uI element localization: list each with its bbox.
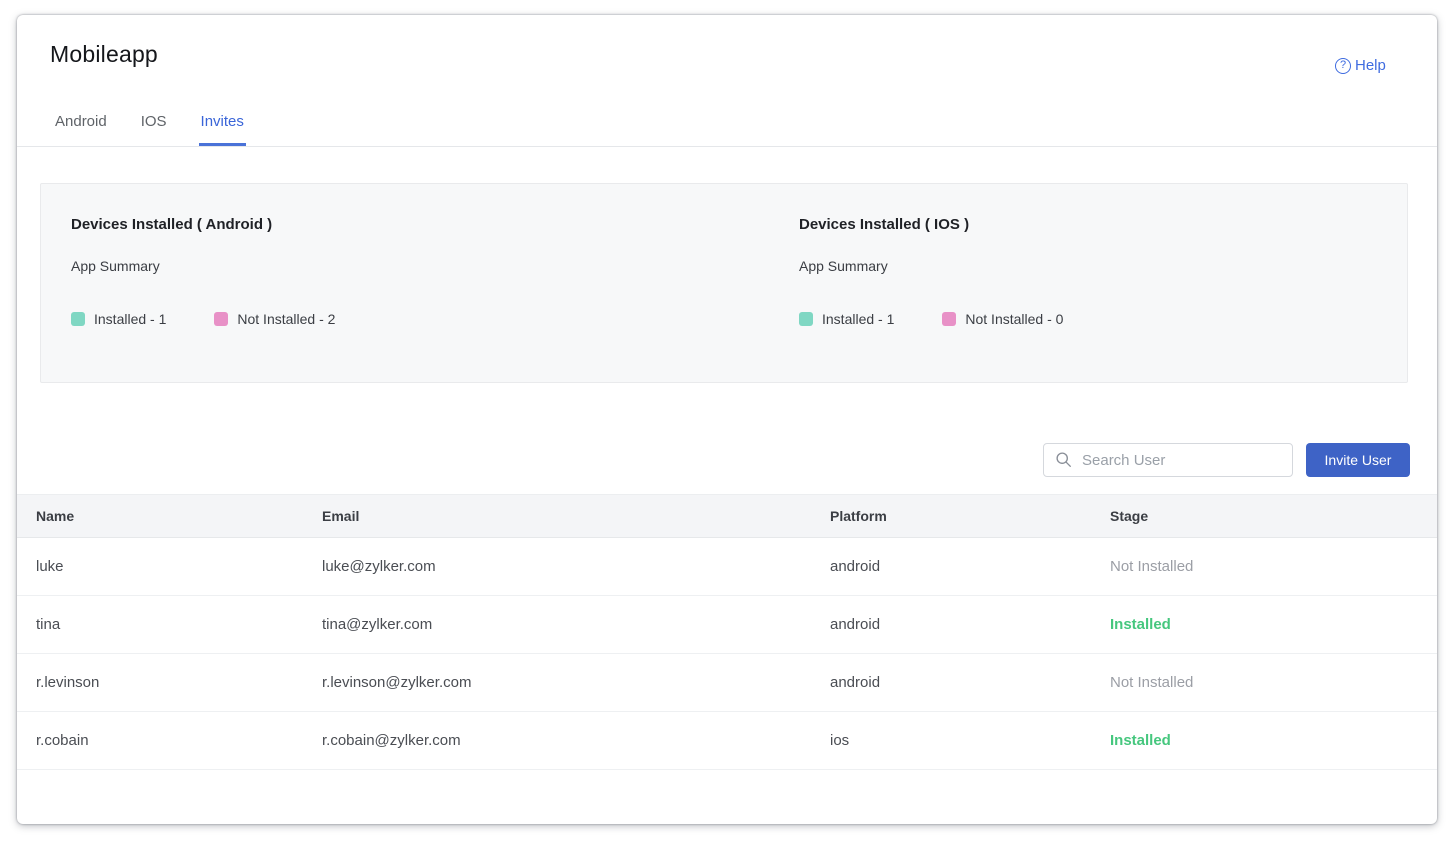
search-user-input[interactable]: [1043, 443, 1293, 477]
cell-email: r.levinson@zylker.com: [322, 674, 472, 691]
legend-item-not-installed: Not Installed - 2: [214, 311, 335, 327]
not-installed-swatch-icon: [942, 312, 957, 326]
legend-ios: Installed - 1 Not Installed - 0: [799, 311, 1063, 327]
cell-email: tina@zylker.com: [322, 616, 433, 633]
legend-item-not-installed: Not Installed - 0: [942, 311, 1063, 327]
app-summary-label: App Summary: [799, 258, 888, 274]
legend-label: Not Installed - 0: [965, 311, 1064, 327]
table-row[interactable]: tina tina@zylker.com android Installed: [17, 596, 1437, 654]
cell-stage: Not Installed: [1110, 558, 1194, 575]
legend-item-installed: Installed - 1: [71, 311, 166, 327]
help-label: Help: [1355, 57, 1386, 74]
cell-stage: Installed: [1110, 616, 1171, 633]
invites-table: Name Email Platform Stage luke luke@zylk…: [17, 494, 1437, 770]
cell-email: luke@zylker.com: [322, 558, 436, 575]
cell-platform: ios: [830, 732, 850, 749]
installed-swatch-icon: [799, 312, 813, 326]
tab-ios[interactable]: IOS: [140, 113, 167, 130]
app-summary-label: App Summary: [71, 258, 160, 274]
legend-item-installed: Installed - 1: [799, 311, 894, 327]
not-installed-swatch-icon: [214, 312, 229, 326]
search-user-box: [1043, 443, 1293, 477]
summary-title-ios: Devices Installed ( IOS ): [799, 216, 970, 233]
column-header-platform: Platform: [830, 508, 887, 524]
cell-platform: android: [830, 616, 881, 633]
installed-swatch-icon: [71, 312, 85, 326]
invite-user-button[interactable]: Invite User: [1306, 443, 1410, 477]
tab-bar: Android IOS Invites: [17, 111, 1437, 147]
column-header-name: Name: [36, 508, 75, 524]
cell-email: r.cobain@zylker.com: [322, 732, 461, 749]
tab-android[interactable]: Android: [55, 113, 107, 130]
cell-stage: Installed: [1110, 732, 1171, 749]
legend-android: Installed - 1 Not Installed - 2: [71, 311, 335, 327]
legend-label: Installed - 1: [94, 311, 167, 327]
help-link[interactable]: ? Help: [1335, 57, 1386, 74]
cell-name: luke: [36, 558, 64, 575]
legend-label: Not Installed - 2: [237, 311, 336, 327]
cell-stage: Not Installed: [1110, 674, 1194, 691]
table-row[interactable]: luke luke@zylker.com android Not Install…: [17, 538, 1437, 596]
cell-platform: android: [830, 558, 881, 575]
cell-name: r.cobain: [36, 732, 89, 749]
cell-name: tina: [36, 616, 61, 633]
help-question-icon: ?: [1335, 57, 1351, 74]
table-row[interactable]: r.cobain r.cobain@zylker.com ios Install…: [17, 712, 1437, 770]
column-header-stage: Stage: [1110, 508, 1149, 524]
legend-label: Installed - 1: [822, 311, 895, 327]
cell-platform: android: [830, 674, 881, 691]
table-row[interactable]: r.levinson r.levinson@zylker.com android…: [17, 654, 1437, 712]
column-header-email: Email: [322, 508, 360, 524]
summary-section-android: Devices Installed ( Android ) App Summar…: [71, 216, 335, 327]
table-header-row: Name Email Platform Stage: [17, 494, 1437, 538]
tab-invites[interactable]: Invites: [198, 111, 246, 146]
summary-title-android: Devices Installed ( Android ): [71, 216, 273, 233]
mobileapp-card: Mobileapp ? Help Android IOS Invites Dev…: [17, 15, 1437, 824]
page-title: Mobileapp: [50, 41, 158, 67]
summary-section-ios: Devices Installed ( IOS ) App Summary In…: [799, 216, 1063, 327]
cell-name: r.levinson: [36, 674, 100, 691]
devices-summary-panel: Devices Installed ( Android ) App Summar…: [40, 183, 1408, 383]
